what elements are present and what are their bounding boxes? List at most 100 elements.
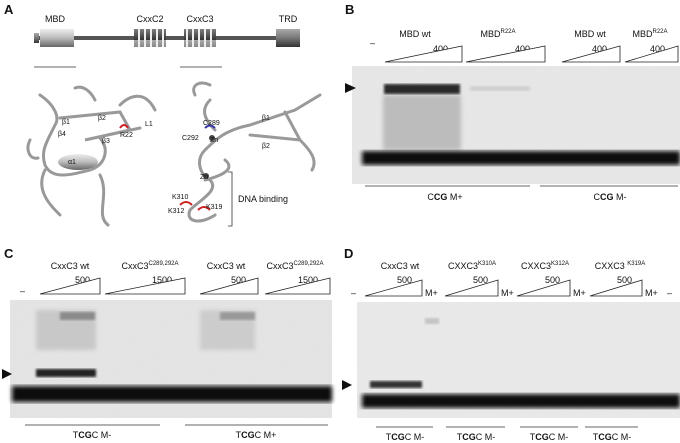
label-sup: R22A (652, 29, 667, 35)
cxxc-structure: C289 C292 Zn β1 β2 Zn K310 K312 K319 DNA… (168, 81, 322, 227)
lane-group-label: CXXC3K312A (521, 261, 569, 271)
probe-pre: T (386, 432, 392, 442)
structure-label: β3 (102, 138, 110, 145)
mbd-structure: β1 β2 β4 β3 α1 R22 L1 (26, 85, 157, 227)
wedge (104, 277, 186, 295)
ribbon (187, 81, 322, 223)
lane-label: M+ (501, 288, 514, 298)
structure-label: DNA binding (238, 194, 288, 204)
shifted-band (220, 312, 255, 320)
structure-label: β2 (262, 143, 270, 150)
panel-c: C – CxxC3 wt CxxC3C289,292A CxxC3 wt Cxx… (2, 246, 332, 440)
probe-pre: T (593, 432, 599, 442)
probe-bold: CG (241, 430, 255, 440)
structure-label: Zn (210, 137, 218, 144)
structure-label: K312 (168, 208, 184, 215)
wedge (465, 45, 546, 63)
probe-pre: T (457, 432, 463, 442)
amount-label: 1500 (298, 275, 318, 285)
structure-label: β2 (98, 115, 106, 122)
label-sup: K310A (478, 261, 496, 267)
structure-label: C289 (203, 120, 220, 127)
probe-bold: CG (535, 432, 549, 442)
probe-post: C M+ (255, 430, 277, 440)
panel-label: C (4, 246, 14, 261)
wedge (516, 279, 571, 297)
probe-label: CCG M- (594, 192, 627, 202)
wedge (364, 279, 423, 297)
probe-pre: T (236, 430, 242, 440)
amount-label: 400 (515, 44, 530, 54)
label-sup: K312A (551, 261, 569, 267)
lane-group-label: MBDR22A (480, 29, 515, 39)
gel (352, 66, 680, 184)
wedge (624, 45, 679, 63)
lane-label: M+ (573, 288, 586, 298)
lane-group-label: CxxC3 wt (207, 261, 246, 271)
zinc (203, 173, 209, 179)
helix (58, 154, 98, 170)
free-probe-band (12, 386, 332, 402)
probe-bold: CG (78, 430, 92, 440)
panel-d: D – – CxxC3 wt CXXC3K310A CXXC3K312A CXX… (342, 246, 680, 442)
residue (119, 124, 129, 129)
probe-bold: CG (598, 432, 612, 442)
structure-label: α1 (68, 159, 76, 166)
wedge (39, 277, 101, 295)
zinc (209, 135, 215, 141)
amount-label: 400 (592, 44, 607, 54)
domain-box (40, 29, 74, 47)
arrow (2, 369, 12, 379)
label-base: CxxC3 (121, 261, 148, 271)
structure-label: Zn (200, 174, 208, 181)
wedge (561, 45, 621, 63)
shifted-band (384, 84, 460, 94)
domain-label: MBD (45, 14, 66, 24)
lane-dash: – (370, 38, 375, 48)
shifted-band (425, 318, 439, 324)
structure-label: K319 (206, 204, 222, 211)
lane-group-label: MBDR22A (632, 29, 667, 39)
probe-post: C M- (405, 432, 425, 442)
shifted-band (470, 86, 530, 91)
probe-label: TCGC M- (530, 432, 569, 442)
probe-label: TCGC M+ (236, 430, 277, 440)
label-base: CXXC3 (595, 261, 628, 271)
lane-label: M+ (645, 288, 658, 298)
domain-label: CxxC3 (186, 14, 213, 24)
structure-label: L1 (145, 121, 153, 128)
label-base: CXXC3 (448, 261, 478, 271)
panel-label: B (345, 2, 354, 17)
label-sup: C289,292A (293, 261, 323, 267)
domain-label: CxxC2 (136, 14, 163, 24)
probe-pre: T (530, 432, 536, 442)
lane-group-label: CxxC3C289,292A (266, 261, 323, 271)
label-base: CxxC3 (266, 261, 293, 271)
shifted-band (36, 369, 96, 377)
probe-pre: C (594, 192, 601, 202)
lane-dash: – (351, 288, 356, 298)
probe-post: M- (614, 192, 627, 202)
panel-a: A MBD CxxC2 CxxC3 TRD β1 β2 β4 β3 α1 R22… (4, 2, 322, 227)
amount-label: 400 (650, 44, 665, 54)
structure-label: R22 (120, 132, 133, 139)
structure-label: C292 (182, 135, 199, 142)
probe-bold: CG (462, 432, 476, 442)
lane-group-label: MBD wt (399, 29, 431, 39)
probe-bold: CG (434, 192, 448, 202)
wedge (264, 277, 331, 295)
structure-label: β1 (62, 119, 70, 126)
domain-label: TRD (279, 14, 298, 24)
probe-bold: CG (600, 192, 614, 202)
probe-pre: C (427, 192, 434, 202)
free-probe-band (362, 151, 680, 165)
wedge (384, 45, 463, 63)
structure-label: β4 (58, 131, 66, 138)
probe-post: C M- (476, 432, 496, 442)
probe-post: C M- (92, 430, 112, 440)
residue (204, 124, 216, 129)
lane-group-label: MBD wt (574, 29, 606, 39)
amount-label: 500 (473, 275, 488, 285)
lane-group-label: CXXC3K310A (448, 261, 496, 271)
